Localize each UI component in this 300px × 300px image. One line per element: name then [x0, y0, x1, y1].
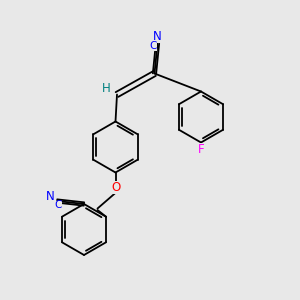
Text: C: C — [55, 200, 62, 211]
Text: F: F — [198, 142, 204, 156]
Text: H: H — [102, 82, 111, 95]
Text: N: N — [153, 30, 162, 44]
Text: N: N — [46, 190, 55, 203]
Text: O: O — [111, 181, 120, 194]
Text: C: C — [149, 41, 157, 52]
